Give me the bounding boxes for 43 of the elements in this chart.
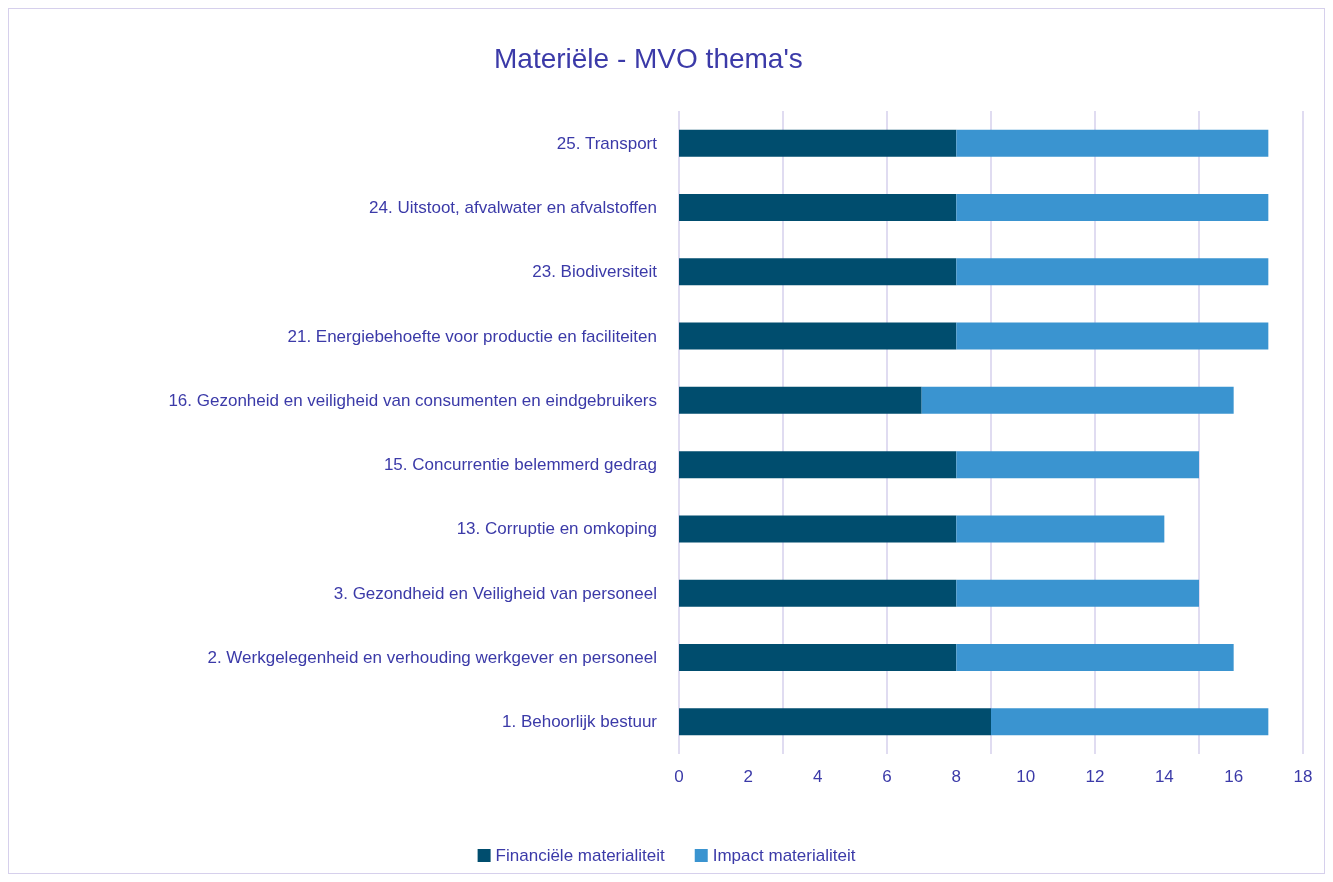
bar [956,579,1199,607]
bar [679,386,922,414]
bar [679,644,957,672]
y-tick-label: 13. Corruptie en omkoping [456,519,657,539]
x-tick-label: 12 [1085,767,1105,786]
y-tick-label: 23. Biodiversiteit [532,262,658,282]
x-tick-label: 18 [1293,767,1313,786]
x-tick-label: 2 [743,767,754,786]
bar [956,258,1269,286]
bar [679,193,957,221]
bar [679,579,957,607]
bar [956,515,1165,543]
legend-label: Impact materialiteit [712,846,856,865]
bar [679,515,957,543]
x-tick-label: 6 [882,767,892,786]
x-tick-label: 16 [1224,767,1244,786]
y-tick-label: 1. Behoorlijk bestuur [502,712,658,732]
x-tick-label: 14 [1154,767,1174,786]
y-tick-label: 3. Gezondheid en Veiligheid van personeel [333,583,657,603]
bar [921,386,1234,414]
x-tick-label: 4 [812,767,823,786]
x-tick-label: 10 [1016,767,1036,786]
y-tick-label: 2. Werkgelegenheid en verhouding werkgever en personeel [207,648,657,668]
bar [956,193,1269,221]
bar [956,129,1269,157]
bar [679,322,957,350]
y-tick-label: 24. Uitstoot, afvalwater en afvalstoffen [369,197,657,217]
bar [679,708,991,736]
y-tick-label: 21. Energiebehoefte voor productie en faciliteiten [287,326,657,346]
bar [991,708,1269,736]
chart-title: Materiële - MVO thema's [494,42,803,74]
bar [679,258,957,286]
bar [956,451,1199,479]
y-tick-label: 15. Concurrentie belemmerd gedrag [383,455,657,475]
y-tick-label: 16. Gezonheid en veiligheid van consumenten en eindgebruikers [168,390,657,410]
bar [956,322,1269,350]
legend-label: Financiële materialiteit [495,846,666,865]
bar [679,451,957,479]
x-tick-label: 8 [951,767,962,786]
x-tick-label: 0 [674,767,684,786]
bar [679,129,957,157]
y-tick-label: 25. Transport [556,133,658,153]
bar [956,644,1234,672]
